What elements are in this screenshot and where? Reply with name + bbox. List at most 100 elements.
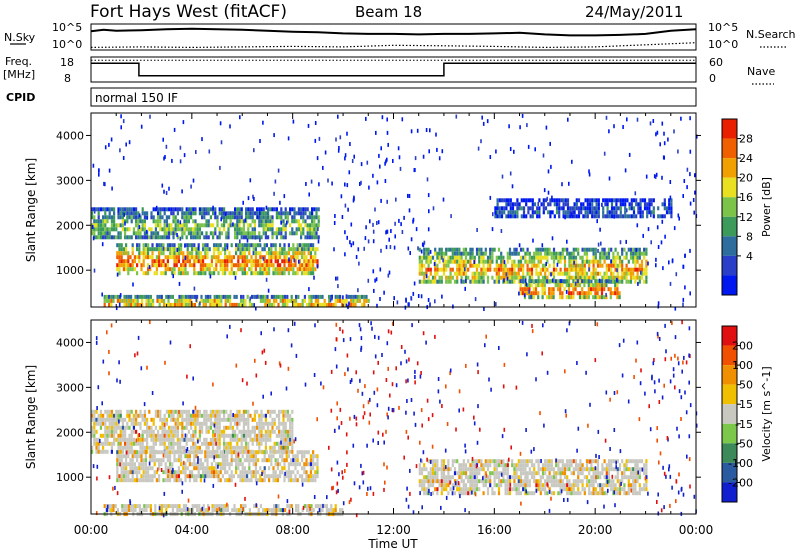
echo-cell: [286, 449, 289, 454]
echo-cell: [135, 409, 138, 414]
echo-cell: [91, 211, 94, 216]
echo-cell: [159, 433, 162, 438]
scatter-cell: [657, 301, 660, 306]
scatter-cell: [613, 124, 615, 129]
echo-cell: [418, 267, 421, 272]
echo-cell: [556, 279, 560, 284]
echo-cell: [533, 202, 537, 207]
echo-cell: [217, 259, 220, 264]
echo-cell: [632, 198, 636, 203]
echo-cell: [158, 478, 161, 483]
echo-cell: [175, 478, 178, 483]
echo-cell: [601, 483, 604, 488]
echo-cell: [217, 462, 220, 467]
echo-cell: [559, 255, 562, 260]
echo-cell: [605, 251, 608, 256]
echo-cell: [242, 433, 245, 438]
echo-cell: [486, 279, 490, 284]
echo-cell: [158, 294, 161, 299]
scatter-cell: [412, 219, 414, 224]
echo-cell: [588, 198, 592, 203]
echo-cell: [194, 425, 197, 430]
echo-cell: [563, 475, 567, 480]
echo-cell: [99, 409, 102, 414]
echo-cell: [513, 271, 516, 276]
echo-cell: [205, 437, 208, 442]
echo-cell: [515, 475, 518, 480]
echo-cell: [555, 198, 559, 203]
scatter-cell: [287, 136, 290, 141]
echo-cell: [121, 417, 124, 422]
echo-cell: [526, 291, 529, 296]
echo-cell: [173, 271, 176, 276]
echo-cell: [495, 259, 498, 264]
echo-cell: [663, 214, 666, 219]
scatter-cell: [316, 156, 319, 161]
echo-cell: [243, 458, 246, 463]
echo-cell: [195, 474, 198, 479]
echo-cell: [133, 255, 136, 260]
echo-cell: [121, 215, 124, 220]
echo-cell: [636, 251, 639, 256]
echo-cell: [242, 294, 245, 299]
echo-cell: [276, 263, 279, 268]
echo-cell: [243, 474, 246, 479]
echo-cell: [462, 491, 465, 496]
echo-cell: [175, 259, 178, 264]
echo-cell: [429, 259, 432, 264]
echo-cell: [230, 454, 233, 459]
echo-cell: [594, 267, 597, 272]
scatter-cell: [433, 262, 436, 266]
scatter-cell: [616, 277, 618, 282]
echo-cell: [460, 463, 463, 468]
echo-cell: [284, 425, 287, 430]
cpid-panel: CPID normal 150 IF: [6, 87, 697, 107]
echo-cell: [155, 458, 158, 463]
echo-cell: [458, 259, 461, 264]
echo-cell: [250, 470, 253, 475]
echo-cell: [119, 413, 122, 418]
scatter-cell: [184, 256, 187, 261]
echo-cell: [171, 251, 174, 256]
echo-cell: [285, 251, 288, 256]
echo-cell: [223, 429, 226, 434]
echo-cell: [126, 421, 129, 426]
scatter-cell: [561, 182, 563, 187]
echo-cell: [218, 433, 221, 438]
echo-cell: [315, 211, 318, 216]
echo-cell: [268, 251, 271, 256]
echo-cell: [106, 227, 109, 232]
echo-cell: [185, 215, 188, 220]
echo-cell: [171, 247, 174, 252]
echo-cell: [124, 235, 127, 240]
echo-cell: [427, 459, 430, 464]
echo-cell: [227, 433, 230, 438]
echo-cell: [543, 291, 546, 296]
echo-cell: [603, 259, 606, 264]
echo-cell: [205, 441, 208, 446]
echo-cell: [163, 417, 166, 422]
echo-cell: [294, 259, 297, 264]
echo-cell: [273, 231, 276, 236]
echo-cell: [643, 247, 646, 252]
echo-cell: [473, 255, 476, 260]
echo-cell: [573, 206, 576, 211]
echo-cell: [154, 227, 157, 232]
echo-cell: [168, 413, 171, 418]
echo-cell: [115, 429, 118, 434]
echo-cell: [583, 491, 586, 496]
echo-cell: [534, 287, 538, 292]
echo-cell: [254, 470, 257, 475]
echo-cell: [496, 198, 499, 203]
echo-cell: [188, 462, 191, 467]
echo-cell: [604, 214, 607, 219]
echo-cell: [273, 421, 276, 426]
echo-cell: [535, 267, 538, 272]
echo-cell: [181, 425, 184, 430]
echo-cell: [273, 294, 276, 299]
echo-cell: [214, 429, 217, 434]
echo-cell: [612, 263, 615, 268]
scatter-cell: [381, 115, 384, 120]
echo-cell: [270, 247, 273, 252]
echo-cell: [242, 223, 245, 228]
